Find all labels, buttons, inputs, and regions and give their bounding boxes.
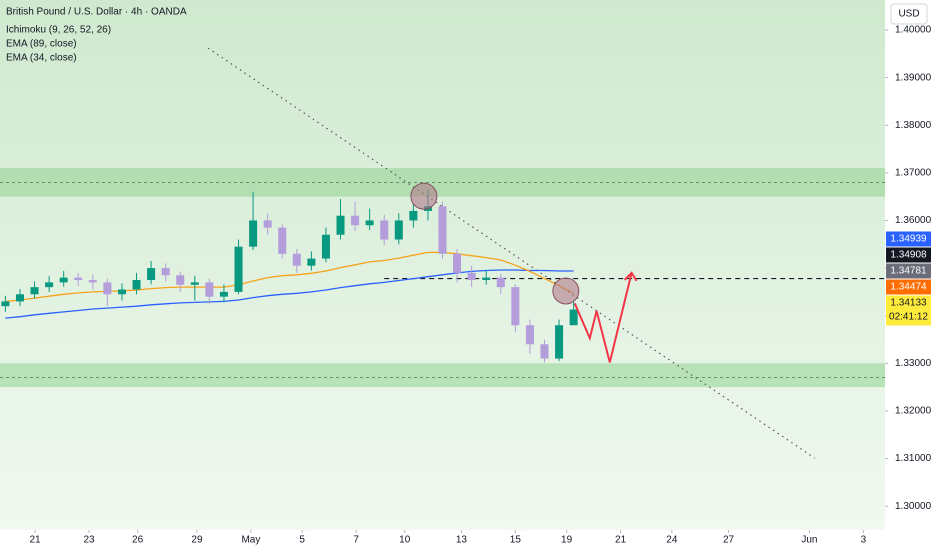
candle-body bbox=[380, 220, 389, 240]
y-tick-label: 1.30000 bbox=[895, 501, 932, 512]
x-tick-label: 21 bbox=[30, 535, 42, 546]
candle-body bbox=[176, 275, 185, 285]
candle-body bbox=[205, 282, 214, 297]
x-tick-label: May bbox=[241, 535, 260, 546]
chart-title: British Pound / U.S. Dollar · 4h · OANDA bbox=[6, 7, 187, 18]
x-tick-label: Jun bbox=[801, 535, 817, 546]
candle-body bbox=[278, 227, 287, 254]
candle-body bbox=[365, 220, 374, 226]
candle-body bbox=[190, 282, 199, 285]
x-tick-label: 15 bbox=[510, 535, 522, 546]
candle-body bbox=[482, 277, 491, 280]
candle-body bbox=[249, 220, 258, 247]
x-tick-label: 21 bbox=[615, 535, 627, 546]
ema-line bbox=[5, 269, 574, 319]
price-label-box bbox=[886, 247, 931, 263]
price-countdown: 02:41:12 bbox=[889, 312, 928, 323]
candle-body bbox=[147, 268, 156, 280]
projection-path bbox=[573, 272, 633, 363]
candle-body bbox=[351, 215, 360, 226]
y-tick-label: 1.40000 bbox=[895, 25, 932, 36]
candle-body bbox=[394, 220, 403, 240]
zone bbox=[0, 168, 885, 197]
candle-body bbox=[161, 268, 170, 276]
x-tick-label: 3 bbox=[861, 535, 867, 546]
highlight-circle bbox=[552, 277, 580, 305]
candle-body bbox=[103, 282, 112, 295]
y-tick-label: 1.36000 bbox=[895, 215, 932, 226]
x-tick-label: 29 bbox=[191, 535, 203, 546]
x-tick-label: 23 bbox=[83, 535, 95, 546]
candle-body bbox=[219, 291, 228, 297]
candle-body bbox=[496, 277, 505, 288]
price-label: 1.34133 bbox=[890, 298, 927, 309]
price-label: 1.34908 bbox=[890, 250, 927, 261]
price-label-box bbox=[886, 279, 931, 295]
candle-body bbox=[45, 282, 54, 288]
candle-body bbox=[292, 253, 301, 266]
y-tick-label: 1.37000 bbox=[895, 167, 932, 178]
currency-button[interactable] bbox=[890, 3, 928, 25]
candle-body bbox=[74, 277, 83, 280]
candle-body bbox=[132, 280, 141, 290]
candle-body bbox=[555, 325, 564, 359]
candle-body bbox=[15, 294, 24, 302]
candle-body bbox=[453, 253, 462, 273]
candle-body bbox=[117, 289, 126, 295]
currency-label: USD bbox=[898, 9, 919, 20]
candle-body bbox=[409, 210, 418, 221]
price-label-box bbox=[886, 295, 931, 326]
trendline bbox=[207, 47, 815, 459]
y-tick-label: 1.32000 bbox=[895, 406, 932, 417]
zone bbox=[0, 363, 885, 388]
projection-arrowhead bbox=[623, 271, 638, 282]
candle-body bbox=[525, 325, 534, 345]
price-label-box bbox=[886, 231, 931, 247]
x-tick-label: 27 bbox=[723, 535, 735, 546]
legend-entry: EMA (34, close) bbox=[6, 53, 77, 64]
candle-body bbox=[59, 277, 68, 283]
y-tick-label: 1.38000 bbox=[895, 120, 932, 131]
y-tick-label: 1.33000 bbox=[895, 358, 932, 369]
y-tick-label: 1.39000 bbox=[895, 72, 932, 83]
x-tick-label: 26 bbox=[132, 535, 144, 546]
candle-body bbox=[467, 272, 476, 280]
price-label: 1.34939 bbox=[890, 234, 927, 245]
x-tick-label: 10 bbox=[399, 535, 411, 546]
plot bbox=[0, 47, 885, 459]
price-label: 1.34474 bbox=[890, 282, 927, 293]
candle-body bbox=[511, 287, 520, 326]
candle-body bbox=[540, 344, 549, 359]
plot-background bbox=[0, 0, 885, 530]
candle-body bbox=[1, 301, 10, 307]
x-tick-label: 7 bbox=[353, 535, 359, 546]
candle-body bbox=[234, 246, 243, 292]
candle-body bbox=[569, 309, 578, 326]
candle-body bbox=[263, 220, 272, 228]
x-tick-label: 5 bbox=[299, 535, 305, 546]
candle-body bbox=[88, 280, 97, 283]
y-tick-label: 1.31000 bbox=[895, 453, 932, 464]
highlight-circle bbox=[410, 182, 438, 210]
ema-line bbox=[5, 251, 574, 303]
x-tick-label: 24 bbox=[666, 535, 678, 546]
x-tick-label: 19 bbox=[561, 535, 573, 546]
price-label-box bbox=[886, 263, 931, 279]
candle-body bbox=[336, 215, 345, 235]
candle-body bbox=[438, 206, 447, 254]
price-label: 1.34781 bbox=[890, 266, 927, 277]
candle-body bbox=[30, 287, 39, 295]
legend-ichimoku: Ichimoku (9, 26, 52, 26) bbox=[6, 25, 111, 36]
candle-body bbox=[307, 258, 316, 266]
time-axis bbox=[0, 530, 885, 550]
legend-entry: EMA (89, close) bbox=[6, 39, 77, 50]
x-tick-label: 13 bbox=[456, 535, 468, 546]
candle-body bbox=[321, 234, 330, 259]
